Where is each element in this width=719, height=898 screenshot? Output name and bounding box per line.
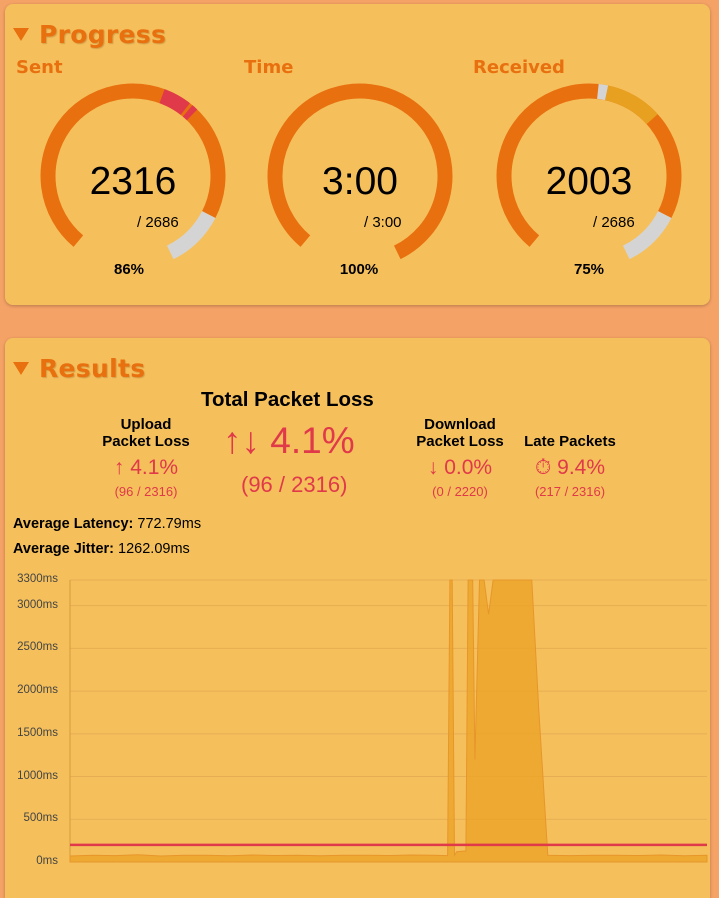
upload-title-line1: Upload xyxy=(120,416,172,433)
average-jitter: Average Jitter: 1262.09ms xyxy=(13,541,190,557)
sent-percent: 86% xyxy=(113,261,145,278)
time-gauge-ring xyxy=(267,83,453,260)
time-total: / 3:00 xyxy=(364,214,402,231)
y-tick-label: 1500ms xyxy=(17,726,58,739)
download-loss-counts: (0 / 2220) xyxy=(432,484,488,499)
download-loss-value: 0.0% xyxy=(444,456,493,479)
upload-loss-title: Upload Packet Loss xyxy=(91,416,201,450)
time-elapsed: 3:00 xyxy=(322,160,398,203)
results-panel: Results Total Packet Loss ↑↓ 4.1% (96 / … xyxy=(5,338,710,898)
results-header[interactable]: Results xyxy=(13,354,145,383)
upload-loss-counts: (96 / 2316) xyxy=(114,484,178,499)
total-packet-loss-value-row: ↑↓ 4.1% xyxy=(223,420,355,462)
late-packets-value-row: ⏱ 9.4% xyxy=(515,456,625,480)
progress-header[interactable]: Progress xyxy=(13,20,166,49)
arrow-up-icon: ↑ xyxy=(113,456,125,479)
results-header-label: Results xyxy=(39,354,146,383)
latency-area-series xyxy=(69,579,708,863)
stopwatch-icon: ⏱ xyxy=(534,456,552,479)
y-tick-label: 2500ms xyxy=(17,641,58,654)
received-gauge-ring xyxy=(496,83,682,260)
y-tick-label: 3000ms xyxy=(17,598,58,611)
upload-title-line2: Packet Loss xyxy=(102,433,190,450)
download-title-line2: Packet Loss xyxy=(416,433,504,450)
time-gauge: 3:00 / 3:00 xyxy=(262,78,458,274)
received-label: Received xyxy=(473,57,565,78)
up-down-arrows-icon: ↑↓ xyxy=(223,420,260,461)
received-total: / 2686 xyxy=(593,214,635,231)
progress-header-label: Progress xyxy=(39,20,167,49)
sent-label: Sent xyxy=(16,57,63,78)
latency-chart xyxy=(69,579,708,863)
time-label: Time xyxy=(244,57,294,78)
total-packet-loss-title: Total Packet Loss xyxy=(201,388,374,411)
total-packet-loss-counts: (96 / 2316) xyxy=(241,472,348,497)
late-packets-title: Late Packets xyxy=(524,433,616,450)
collapse-caret-icon xyxy=(13,28,29,41)
collapse-caret-icon xyxy=(13,362,29,375)
average-latency: Average Latency: 772.79ms xyxy=(13,516,201,532)
total-packet-loss-value: 4.1% xyxy=(270,420,355,461)
progress-panel: Progress Sent 2316 / 2686 86% Time 3:00 … xyxy=(5,4,710,305)
time-percent: 100% xyxy=(339,261,379,278)
average-latency-label: Average Latency: xyxy=(13,516,134,532)
average-jitter-value: 1262.09ms xyxy=(118,541,190,557)
download-loss-title: Download Packet Loss xyxy=(405,416,515,450)
sent-gauge-ring xyxy=(40,83,226,260)
average-jitter-label: Average Jitter: xyxy=(13,541,115,557)
y-tick-label: 500ms xyxy=(23,812,58,825)
sent-count: 2316 xyxy=(89,160,177,203)
received-count: 2003 xyxy=(545,160,633,203)
upload-loss-value-row: ↑ 4.1% xyxy=(91,456,201,480)
late-packets-value: 9.4% xyxy=(557,456,606,479)
arrow-down-icon: ↓ xyxy=(427,456,439,479)
upload-loss-value: 4.1% xyxy=(130,456,179,479)
download-loss-value-row: ↓ 0.0% xyxy=(405,456,515,480)
sent-gauge: 2316 / 2686 xyxy=(35,78,231,274)
average-latency-value: 772.79ms xyxy=(137,516,202,532)
late-packets-counts: (217 / 2316) xyxy=(534,484,606,499)
y-tick-label: 0ms xyxy=(36,855,58,867)
sent-total: / 2686 xyxy=(137,214,179,231)
y-tick-label: 1000ms xyxy=(17,769,58,782)
y-tick-label: 2000ms xyxy=(17,684,58,697)
download-title-line1: Download xyxy=(424,416,496,433)
received-percent: 75% xyxy=(573,261,605,278)
y-tick-label: 3300ms xyxy=(17,573,58,585)
received-gauge: 2003 / 2686 xyxy=(491,78,687,274)
